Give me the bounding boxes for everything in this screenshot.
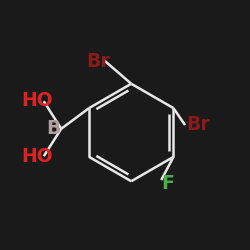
Text: B: B bbox=[46, 119, 61, 138]
Text: HO: HO bbox=[21, 147, 53, 166]
Text: Br: Br bbox=[186, 116, 210, 134]
Text: F: F bbox=[161, 174, 174, 193]
Text: Br: Br bbox=[86, 52, 110, 71]
Text: HO: HO bbox=[21, 90, 53, 110]
